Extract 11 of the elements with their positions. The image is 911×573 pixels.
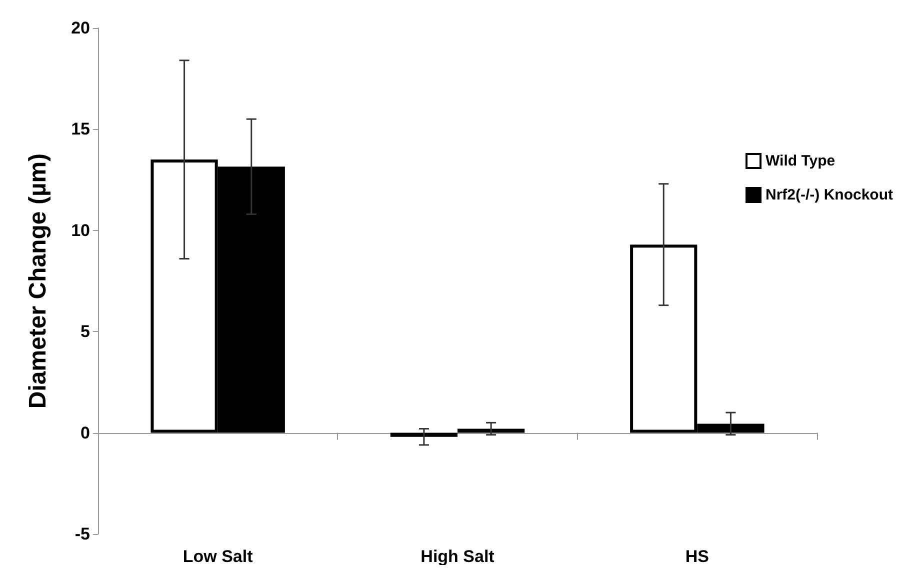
- legend-label: Wild Type: [766, 152, 836, 170]
- y-tick-label: 0: [80, 423, 90, 442]
- y-tick-label: -5: [74, 524, 90, 544]
- y-tick-label: 10: [71, 220, 90, 240]
- y-axis-title: Diameter Change (µm): [24, 153, 52, 409]
- y-tick-label: 5: [80, 322, 90, 342]
- y-tick-label: 20: [71, 18, 90, 38]
- legend-label: Nrf2(-/-) Knockout: [766, 186, 894, 204]
- x-tick-label: HS: [685, 547, 709, 566]
- y-tick-label: 15: [71, 120, 90, 139]
- x-tick-label: Low Salt: [182, 547, 254, 566]
